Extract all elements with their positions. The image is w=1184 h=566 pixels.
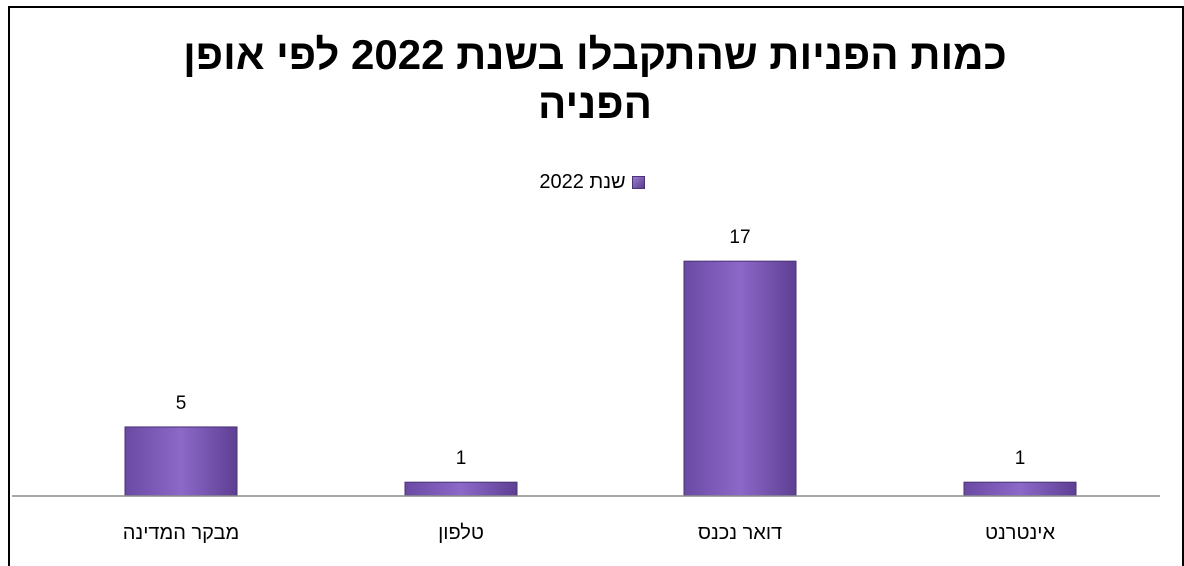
legend-swatch <box>631 175 645 189</box>
data-label-0: 5 <box>176 393 187 414</box>
bar-2 <box>683 260 797 497</box>
chart-title: כמות הפניות שהתקבלו בשנת 2022 לפי אופן ה… <box>183 31 1007 127</box>
data-label-1: 1 <box>456 448 467 469</box>
bar-0 <box>124 426 238 497</box>
data-label-3: 1 <box>1015 448 1026 469</box>
x-tick-label-0: מבקר המדינה <box>123 522 240 544</box>
x-tick-label-2: דואר נכנס <box>698 522 782 544</box>
bar-1 <box>404 481 518 497</box>
data-label-2: 17 <box>729 227 750 248</box>
legend: שנת 2022 <box>0 170 1184 194</box>
x-tick-label-3: אינטרנט <box>985 522 1056 544</box>
legend-label: שנת 2022 <box>539 170 626 193</box>
x-tick-label-1: טלפון <box>438 522 484 544</box>
bar-3 <box>963 481 1077 497</box>
